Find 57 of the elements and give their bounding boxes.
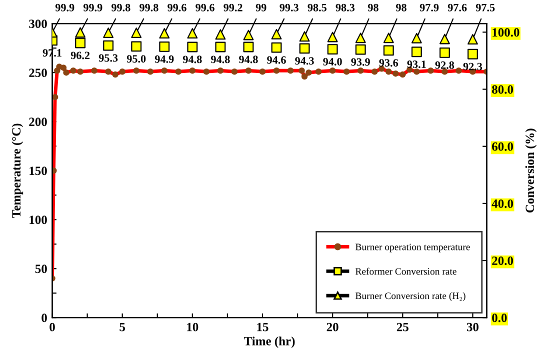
y-axis-title: Temperature (°C) xyxy=(12,124,24,218)
data-label: 97.5 xyxy=(476,4,495,12)
data-label: 94.8 xyxy=(211,56,230,64)
data-label: 92.3 xyxy=(463,62,482,70)
x-tick-label: 25 xyxy=(396,322,408,332)
y-tick-label: 100 xyxy=(30,216,47,224)
x-tick-label: 5 xyxy=(120,322,125,332)
y2-tick-label: 100.0 xyxy=(492,28,520,37)
y-tick-label: 50 xyxy=(35,264,47,274)
data-label: 93.1 xyxy=(407,60,426,68)
data-label: 94.3 xyxy=(295,57,314,65)
x-tick-label: 30 xyxy=(466,322,479,332)
y2-tick-label: 80.0 xyxy=(492,85,514,94)
y2-tick-label: 0.0 xyxy=(492,314,507,322)
data-label: 99.9 xyxy=(55,4,74,12)
x-tick-label: 10 xyxy=(187,322,198,332)
data-label: 99.2 xyxy=(224,4,242,12)
y-tick-label: 150 xyxy=(30,166,47,176)
data-label: 99.6 xyxy=(196,4,214,12)
x-axis-title: Time (hr) xyxy=(244,336,295,348)
data-label: 94.6 xyxy=(267,56,286,64)
data-label: 99.8 xyxy=(112,4,130,12)
data-label: 93.9 xyxy=(351,58,370,66)
data-label: 96.2 xyxy=(70,52,90,60)
data-label: 95.3 xyxy=(98,54,118,62)
data-label: 98.3 xyxy=(336,4,355,12)
x-tick-label: 20 xyxy=(326,322,338,332)
data-label: 98 xyxy=(396,4,406,12)
data-label: 99.3 xyxy=(280,4,298,12)
data-label: 94.9 xyxy=(154,55,174,63)
y2-tick-label: 20.0 xyxy=(492,256,514,266)
data-label: 94.8 xyxy=(182,56,202,64)
y-tick-label: 300 xyxy=(29,20,47,28)
y2-axis-title: Conversion (%) xyxy=(525,128,537,213)
legend-label: Burner Conversion rate (H₂) xyxy=(356,292,466,302)
y2-tick-label: 40.0 xyxy=(492,199,514,208)
x-tick-label: 15 xyxy=(257,322,268,332)
data-label: 93.6 xyxy=(379,59,398,67)
data-label: 99 xyxy=(256,4,266,12)
data-label: 99.8 xyxy=(140,4,158,12)
data-label: 94.8 xyxy=(239,56,258,64)
y2-tick-label: 60.0 xyxy=(492,142,514,151)
data-label: 97.9 xyxy=(420,4,439,12)
y-tick-label: 250 xyxy=(29,68,47,78)
x-tick-label: 0 xyxy=(50,322,55,332)
data-label: 97.6 xyxy=(448,4,467,12)
data-label: 98.5 xyxy=(308,4,326,12)
data-label: 99.6 xyxy=(168,4,186,12)
data-label: 98 xyxy=(368,4,378,12)
data-label: 99.9 xyxy=(83,4,102,12)
legend-label: Burner operation temperature xyxy=(356,244,470,252)
data-label: 95.0 xyxy=(126,55,146,63)
legend-label: Reformer Conversion rate xyxy=(356,268,456,275)
y-tick-label: 200 xyxy=(29,118,47,126)
y-tick-label: 0 xyxy=(42,314,47,322)
data-label: 92.8 xyxy=(435,61,454,69)
data-label: 94.0 xyxy=(323,58,342,66)
